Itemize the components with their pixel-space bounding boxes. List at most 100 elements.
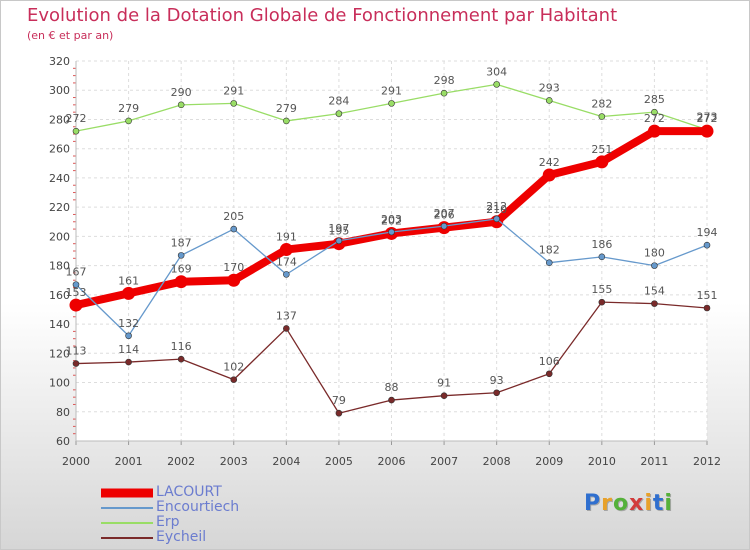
y-tick-label: 240 <box>49 172 70 185</box>
series-eycheil-point <box>177 355 185 363</box>
series-encourtiech-point <box>125 332 132 340</box>
series-erp-point <box>177 101 185 109</box>
chart-title: Evolution de la Dotation Globale de Fonc… <box>27 5 618 26</box>
series-lacourt-data-label: 161 <box>118 274 139 287</box>
series-erp-point <box>598 113 606 120</box>
y-tick-label: 140 <box>49 318 70 331</box>
series-lacourt-data-label: 195 <box>328 225 349 238</box>
x-tick-label: 2004 <box>272 455 300 468</box>
series-lacourt-data-label: 242 <box>539 156 560 169</box>
series-erp-data-label: 298 <box>434 74 455 87</box>
series-eycheil-point <box>545 370 553 378</box>
y-tick-label: 180 <box>49 260 70 273</box>
x-tick-label: 2005 <box>325 455 353 468</box>
legend-label-lacourt: LACOURT <box>156 484 222 500</box>
x-tick-label: 2011 <box>640 455 668 468</box>
series-encourtiech-data-label: 186 <box>591 238 612 251</box>
series-encourtiech-point <box>703 241 711 249</box>
proxiti-logo: Proxiti <box>584 491 673 516</box>
series-encourtiech-point <box>335 237 343 245</box>
series-erp-point <box>335 110 343 117</box>
series-eycheil-data-label: 137 <box>276 309 297 322</box>
logo-letter: x <box>629 491 645 516</box>
y-tick-label: 160 <box>49 289 70 302</box>
series-encourtiech-data-label: 205 <box>223 210 244 223</box>
x-tick-label: 2006 <box>378 455 406 468</box>
series-encourtiech-data-label: 167 <box>66 266 87 279</box>
y-tick-label: 220 <box>49 201 70 214</box>
series-eycheil-point <box>598 298 606 306</box>
legend-label-eycheil: Eycheil <box>156 529 207 545</box>
series-lacourt-point <box>279 243 293 257</box>
y-tick-label: 280 <box>49 113 70 126</box>
series-encourtiech-point <box>493 215 500 223</box>
series-lacourt-point <box>700 124 714 138</box>
series-erp-point <box>651 108 658 116</box>
series-eycheil-data-label: 154 <box>644 285 665 298</box>
series-erp-data-label: 273 <box>697 111 718 124</box>
series-erp-data-label: 291 <box>223 84 244 97</box>
series-erp-data-label: 285 <box>644 93 665 106</box>
series-erp-point <box>125 117 132 125</box>
series-erp-data-label: 304 <box>486 65 507 78</box>
series-erp-data-label: 279 <box>276 102 297 115</box>
series-lacourt-data-label: 153 <box>66 286 87 299</box>
series-erp-data-label: 272 <box>66 112 87 125</box>
logo-letter: t <box>652 491 665 516</box>
series-erp-point <box>283 117 290 125</box>
series-lacourt-point <box>122 286 136 300</box>
series-eycheil-point <box>388 396 395 404</box>
series-eycheil-data-label: 93 <box>490 374 504 387</box>
series-erp-data-label: 284 <box>328 95 349 108</box>
series-encourtiech-data-label: 197 <box>328 222 349 235</box>
series-encourtiech-point <box>388 228 395 236</box>
series-lacourt-data-label: 206 <box>434 209 455 222</box>
series-erp-point <box>388 100 395 107</box>
series-lacourt-data-label: 170 <box>223 261 244 274</box>
series-encourtiech-point <box>545 259 553 266</box>
x-tick-label: 2003 <box>220 455 248 468</box>
series-eycheil-point <box>230 376 238 383</box>
series-erp-point <box>440 89 448 97</box>
series-encourtiech-point <box>230 225 238 233</box>
x-tick-label: 2000 <box>62 455 90 468</box>
series-eycheil-data-label: 113 <box>66 345 87 358</box>
series-encourtiech-data-label: 194 <box>697 226 718 239</box>
series-erp-point <box>230 100 238 107</box>
y-tick-label: 260 <box>49 143 70 156</box>
series-lacourt-data-label: 191 <box>276 231 297 244</box>
series-lacourt-point <box>542 168 556 182</box>
series-eycheil-point <box>440 392 448 399</box>
series-lacourt-data-label: 272 <box>697 112 718 125</box>
series-lacourt-point <box>647 124 661 138</box>
series-erp-data-label: 290 <box>171 86 192 99</box>
series-lacourt-point <box>69 298 83 312</box>
legend-swatch-erp <box>101 521 153 524</box>
series-encourtiech-point <box>598 253 606 261</box>
series-encourtiech-data-label: 207 <box>434 207 455 220</box>
series-eycheil-data-label: 91 <box>437 377 451 390</box>
series-encourtiech-point <box>651 262 658 269</box>
series-eycheil-point <box>283 325 290 332</box>
series-erp-point <box>493 81 500 88</box>
x-tick-label: 2007 <box>430 455 458 468</box>
series-eycheil-data-label: 102 <box>223 361 244 374</box>
y-tick-label: 200 <box>49 230 70 243</box>
series-eycheil-point <box>72 360 80 367</box>
series-encourtiech-data-label: 132 <box>118 317 139 330</box>
series-eycheil-data-label: 79 <box>332 394 346 407</box>
series-encourtiech-data-label: 180 <box>644 247 665 260</box>
series-encourtiech-data-label: 212 <box>486 200 507 213</box>
series-eycheil-data-label: 88 <box>385 381 399 394</box>
plot-area <box>76 61 707 441</box>
x-tick-label: 2008 <box>483 455 511 468</box>
y-tick-label: 80 <box>56 406 70 419</box>
series-eycheil-data-label: 151 <box>697 289 718 302</box>
series-lacourt-data-label: 202 <box>381 214 402 227</box>
legend-swatch-eycheil <box>101 536 153 539</box>
series-eycheil-data-label: 116 <box>171 340 192 353</box>
series-lacourt-data-label: 251 <box>591 143 612 156</box>
series-encourtiech-point <box>72 281 80 288</box>
